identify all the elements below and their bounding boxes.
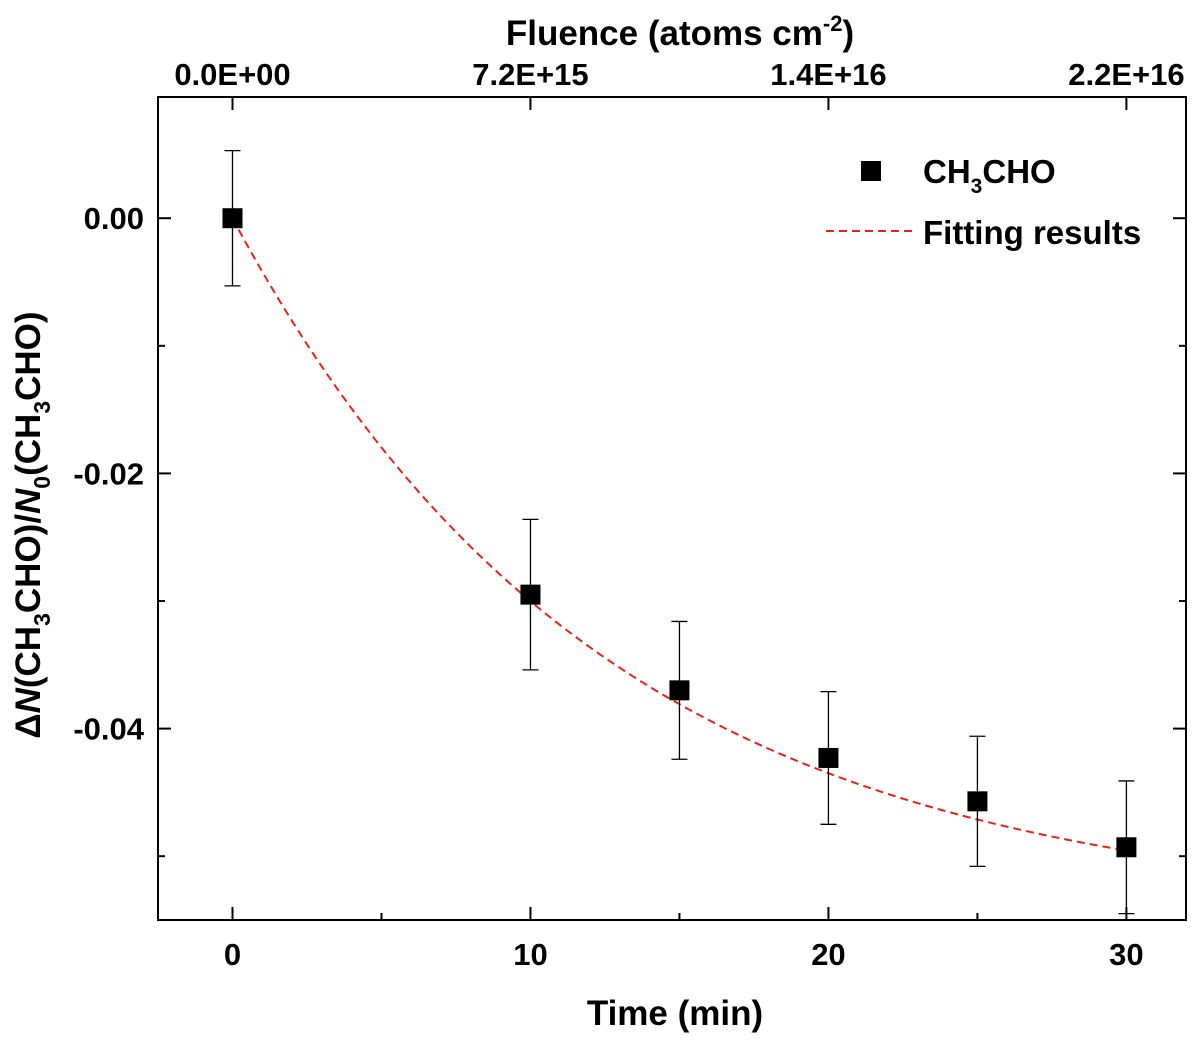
y-axis-title-part: N: [9, 687, 48, 713]
y-axis-title-part: CHO): [9, 311, 48, 400]
axes: [157, 96, 1187, 921]
legend-label-ch3cho: CH3CHO: [923, 153, 1056, 198]
top-tick-label: 0.0E+00: [174, 57, 290, 92]
y-axis-title-part: N: [9, 488, 48, 514]
legend-label-fit: Fitting results: [923, 214, 1141, 251]
x-tick-label: 20: [811, 937, 845, 972]
top-axis-title: Fluence (atoms cm-2): [506, 11, 854, 53]
data-point-marker: [818, 747, 839, 768]
data-points: [222, 208, 1137, 858]
data-point-marker: [967, 791, 988, 812]
legend-label-sub: 3: [971, 175, 983, 198]
y-axis-title: ΔN(CH3CHO)/N0(CH3CHO): [9, 311, 55, 738]
y-axis-title-part: 0: [29, 476, 55, 489]
tick-labels: 0 10 20 30 0.00 -0.02 -0.04 0.0E+00 7.2E+15 1.4E+…: [73, 57, 1184, 972]
y-tick-label: -0.04: [73, 712, 144, 747]
plot-frame: [157, 96, 1187, 921]
x-tick-label: 30: [1109, 937, 1143, 972]
y-axis-title-part: 3: [29, 401, 55, 414]
data-point-marker: [669, 680, 690, 701]
legend: CH3CHO Fitting results: [826, 153, 1141, 251]
error-bars: [224, 149, 1135, 915]
data-point-marker: [520, 584, 541, 605]
x-axis-title: Time (min): [587, 994, 763, 1033]
y-axis-title-part: (CH: [9, 414, 48, 476]
legend-label-end: CHO: [982, 153, 1055, 190]
y-axis-title-part: Δ: [9, 713, 48, 738]
y-tick-label: -0.02: [73, 456, 144, 491]
top-axis-title-main: Fluence (atoms cm: [506, 14, 823, 53]
top-tick-label: 1.4E+16: [770, 57, 886, 92]
legend-marker-square: [861, 161, 881, 181]
y-axis-title-part: 3: [29, 613, 55, 626]
x-tick-label: 10: [513, 937, 547, 972]
legend-label-main: CH: [923, 153, 971, 190]
x-tick-label: 0: [224, 937, 241, 972]
y-tick-label: 0.00: [84, 201, 144, 236]
top-tick-label: 7.2E+15: [472, 57, 588, 92]
data-point-marker: [222, 208, 243, 229]
top-tick-label: 2.2E+16: [1068, 57, 1184, 92]
y-axis-title-part: (CH: [9, 626, 48, 688]
top-axis-title-end: ): [842, 14, 854, 53]
data-point-marker: [1116, 837, 1137, 858]
top-axis-title-sup: -2: [823, 11, 843, 36]
y-axis-title-part: CHO)/: [9, 514, 48, 613]
